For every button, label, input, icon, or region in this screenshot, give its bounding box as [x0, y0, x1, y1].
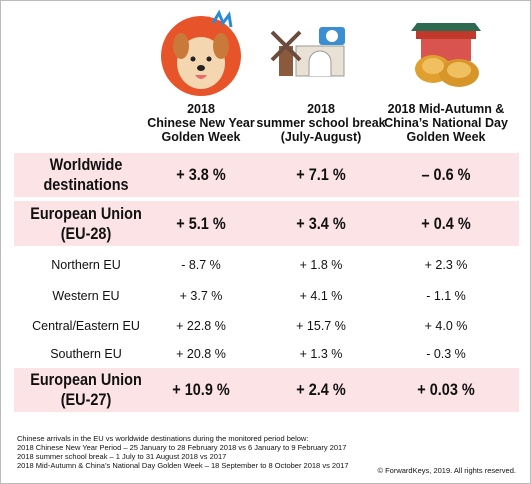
table-cell: + 1.3 %	[299, 346, 343, 361]
table-cell: + 3.7 %	[179, 289, 223, 303]
table-cell: + 5.1 %	[176, 213, 226, 233]
row-label: Central/Eastern EU	[32, 318, 140, 333]
footnote: 2018 Chinese New Year Period – 25 Januar…	[17, 443, 347, 452]
table-cell: + 3.8 %	[176, 165, 226, 184]
column-header: Golden Week	[161, 130, 241, 144]
table-cell: - 8.7 %	[181, 257, 221, 272]
table-cell: + 10.9 %	[172, 380, 230, 399]
table-cell: + 1.8 %	[299, 257, 343, 272]
table-cell: + 4.1 %	[299, 289, 343, 303]
table-cell: – 0.6 %	[421, 165, 471, 184]
table-cell: + 2.4 %	[296, 380, 346, 399]
column-header: Chinese New Year	[147, 116, 255, 130]
column-header: 2018 Mid-Autumn &	[387, 102, 505, 116]
table-cell: + 7.1 %	[296, 165, 346, 184]
column-header: 2018	[187, 102, 215, 116]
footnote: Chinese arrivals in the EU vs worldwide …	[17, 434, 309, 443]
table-cell: - 1.1 %	[426, 289, 466, 303]
row-highlight	[14, 368, 519, 412]
table-cell: + 20.8 %	[176, 346, 226, 361]
footnote: 2018 Mid-Autumn & China’s National Day G…	[17, 461, 349, 470]
row-label: destinations	[43, 175, 129, 194]
icons	[161, 9, 481, 96]
table-cell: + 2.3 %	[424, 257, 468, 272]
row-label: Southern EU	[50, 346, 122, 361]
row-label: European Union	[30, 370, 142, 389]
table-cell: + 4.0 %	[424, 318, 468, 333]
row-label: (EU-28)	[60, 223, 112, 243]
row-highlight	[14, 201, 519, 246]
table-cell: + 0.03 %	[417, 380, 475, 399]
column-header: summer school break	[256, 116, 386, 130]
column-header: Golden Week	[406, 130, 486, 144]
row-label: European Union	[30, 203, 142, 223]
table-cell: + 3.4 %	[296, 213, 346, 233]
table-cell: + 22.8 %	[176, 318, 226, 333]
table-cell: + 0.4 %	[421, 213, 471, 233]
mooncake-icon	[411, 23, 481, 87]
copyright: © ForwardKeys, 2019. All rights reserved…	[377, 466, 516, 475]
dog-icon	[161, 9, 241, 96]
row-highlight	[14, 153, 519, 197]
footnote: 2018 summer school break – 1 July to 31 …	[17, 452, 227, 461]
column-header: China’s National Day	[384, 116, 508, 130]
column-header: 2018	[307, 102, 335, 116]
row-label: Western EU	[52, 289, 120, 303]
table-cell: + 15.7 %	[296, 318, 346, 333]
row-label: Northern EU	[51, 257, 121, 272]
row-label: (EU-27)	[60, 390, 112, 409]
table-cell: - 0.3 %	[426, 346, 466, 361]
column-header: (July-August)	[280, 130, 362, 144]
row-label: Worldwide	[49, 155, 123, 174]
summer-icon	[270, 27, 345, 77]
